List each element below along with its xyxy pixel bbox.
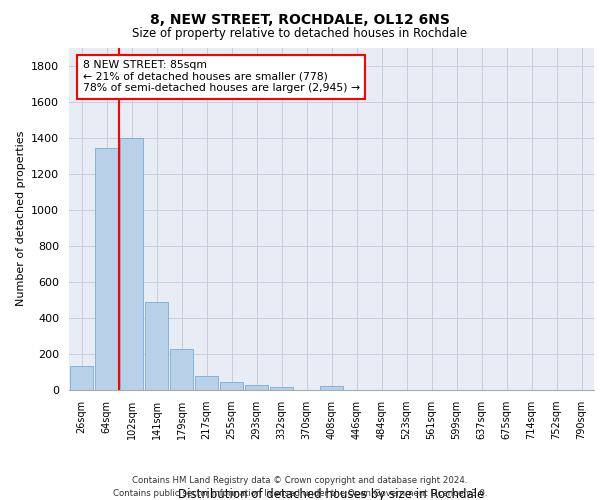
Text: Contains HM Land Registry data © Crown copyright and database right 2024.
Contai: Contains HM Land Registry data © Crown c…	[113, 476, 487, 498]
Bar	[270, 387, 293, 390]
Y-axis label: Number of detached properties: Number of detached properties	[16, 131, 26, 306]
Bar	[170, 350, 193, 390]
Bar	[145, 302, 168, 390]
Text: Size of property relative to detached houses in Rochdale: Size of property relative to detached ho…	[133, 28, 467, 40]
Text: 8, NEW STREET, ROCHDALE, OL12 6NS: 8, NEW STREET, ROCHDALE, OL12 6NS	[150, 12, 450, 26]
Bar	[120, 138, 143, 390]
X-axis label: Distribution of detached houses by size in Rochdale: Distribution of detached houses by size …	[178, 488, 485, 500]
Bar	[220, 382, 243, 390]
Bar	[70, 366, 93, 390]
Bar	[195, 376, 218, 390]
Bar	[245, 385, 268, 390]
Bar	[320, 386, 343, 390]
Text: 8 NEW STREET: 85sqm
← 21% of detached houses are smaller (778)
78% of semi-detac: 8 NEW STREET: 85sqm ← 21% of detached ho…	[83, 60, 360, 94]
Bar	[95, 148, 118, 390]
